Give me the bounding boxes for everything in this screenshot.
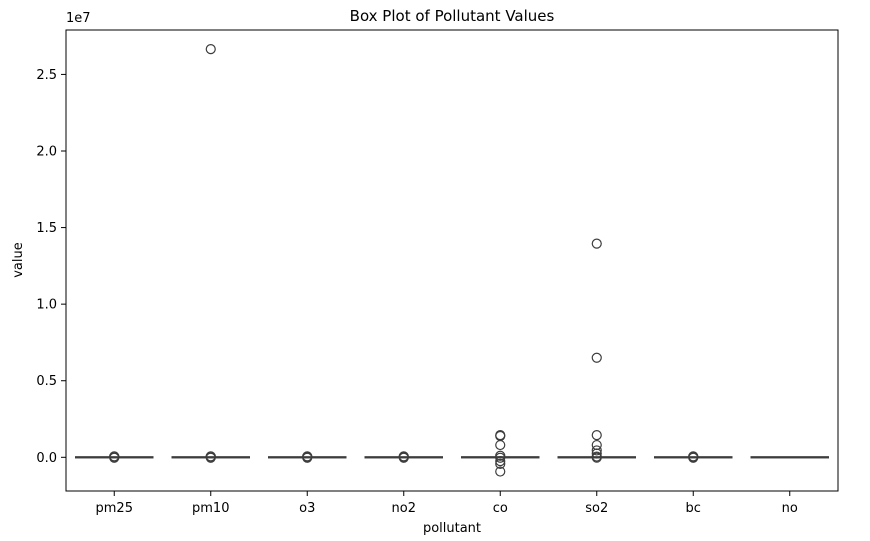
x-tick-label: o3 [299,501,315,516]
box-group-bc [654,451,733,463]
outlier-point [591,429,602,441]
outlier-point [302,452,313,463]
x-tick-label: no [782,501,798,516]
outlier-point [591,445,602,456]
box-group-pm25 [75,451,154,463]
x-tick-label: pm25 [96,501,133,516]
y-tick-label: 0.0 [36,451,57,466]
outlier-point [205,44,216,55]
box-group-no2 [364,451,443,463]
y-axis-title: value [11,242,26,278]
x-tick-label: bc [686,501,701,516]
box-group-o3 [267,451,347,463]
outlier-point [495,466,506,477]
outlier-point [688,452,699,463]
outlier-point [591,439,602,451]
outlier-point [495,439,506,451]
y-tick-label: 2.0 [36,144,57,159]
x-tick-label: no2 [392,501,416,516]
x-tick-label: co [493,501,508,516]
x-axis-title: pollutant [423,521,481,536]
y-tick-label: 2.5 [36,68,57,83]
outlier-point [591,448,602,459]
outlier-point [591,452,602,463]
axes: 0.0 0.5 1.0 1.5 2.0 2.5 pm25 pm10 o3 no2 co so2 bc no [36,29,839,516]
y-tick-label: 0.5 [36,374,57,389]
x-tick-label: so2 [585,501,608,516]
x-tick-label: pm10 [192,501,229,516]
plot-frame [65,29,839,492]
outlier-point [109,452,120,463]
y-tick-label: 1.5 [36,221,57,236]
outlier-point [591,352,602,363]
box-group-no [750,456,830,459]
outlier-point [495,456,506,467]
outlier-point [495,458,506,469]
outlier-point [495,452,506,463]
outlier-point [591,238,602,249]
y-tick-label: 1.0 [36,298,57,313]
outlier-point [398,452,409,463]
outlier-point [205,452,216,463]
plot-area [75,44,830,477]
box-group-co [460,429,540,477]
chart-title: Box Plot of Pollutant Values [350,7,555,25]
box-group-so2 [557,238,637,463]
y-scale-label: 1e7 [66,11,91,26]
box-group-pm10 [171,44,250,463]
